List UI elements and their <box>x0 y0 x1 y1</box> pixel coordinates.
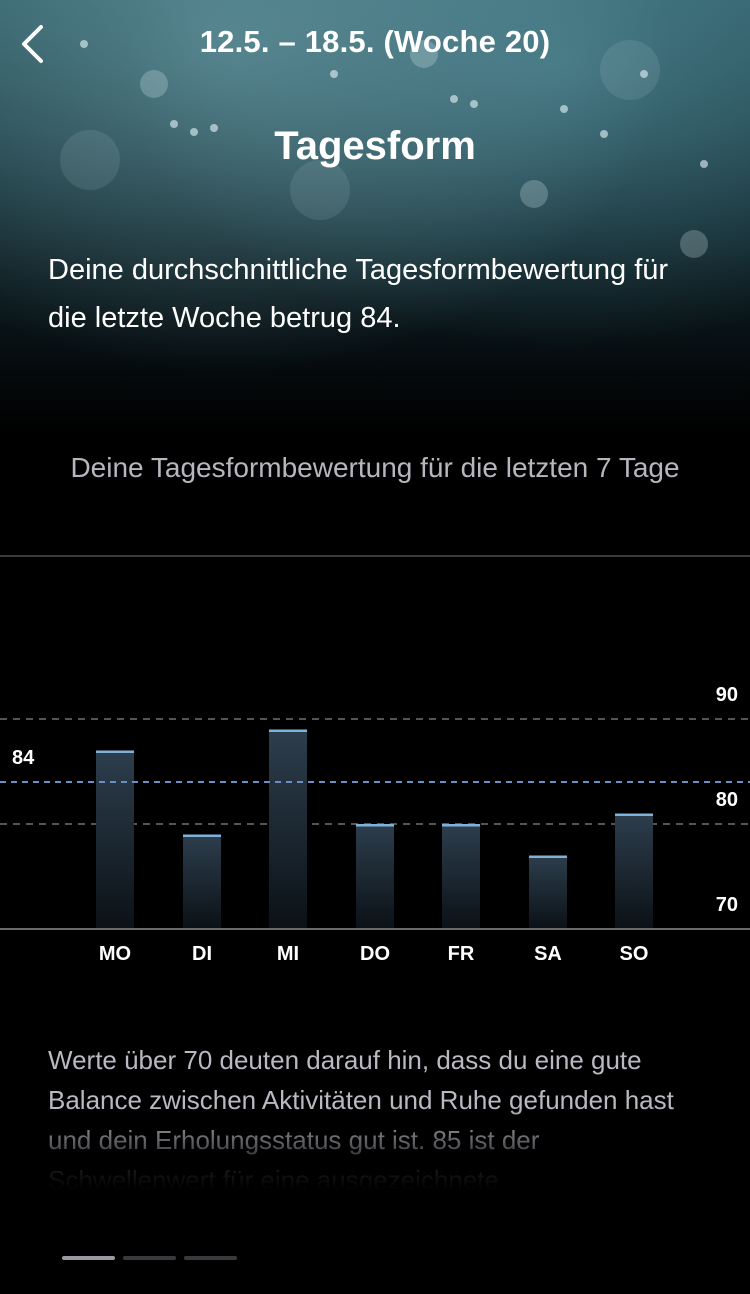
page-dot <box>123 1256 176 1260</box>
x-tick-label: MI <box>277 943 299 965</box>
bar-top-di <box>183 834 221 837</box>
daily-score-chart: MO DI MI DO FR SA SO 84 90 80 70 <box>0 540 750 980</box>
average-summary-text: Deine durchschnittliche Tagesformbewertu… <box>48 254 669 334</box>
back-button[interactable] <box>10 20 54 68</box>
bar-top-fr <box>442 824 480 827</box>
info-text: Werte über 70 deuten darauf hin, dass du… <box>48 1045 674 1190</box>
bar-top-do <box>356 824 394 827</box>
x-tick-label: FR <box>448 943 475 965</box>
bar-top-mi <box>269 729 307 732</box>
x-tick-label: DO <box>360 943 390 965</box>
daily-score-chart-svg: MO DI MI DO FR SA SO 84 90 80 70 <box>0 555 750 965</box>
x-tick-label: DI <box>192 943 212 965</box>
bar-do <box>356 824 394 929</box>
bar-di <box>183 834 221 929</box>
bar-mo <box>96 750 134 929</box>
week-range-title: 12.5. – 18.5. (Woche 20) <box>199 24 551 59</box>
page-dot <box>62 1256 115 1260</box>
bar-top-mo <box>96 750 134 753</box>
page-indicator <box>62 1256 237 1260</box>
bar-sa <box>529 855 567 929</box>
y-tick-label: 90 <box>716 684 738 706</box>
bar-mi <box>269 729 307 929</box>
page-title: Tagesform <box>274 124 476 168</box>
bar-top-so <box>615 813 653 816</box>
x-tick-label: SO <box>620 943 649 965</box>
average-label: 84 <box>12 747 35 769</box>
y-tick-label: 70 <box>716 894 738 916</box>
bar-top-sa <box>529 855 567 858</box>
x-tick-label: MO <box>99 943 131 965</box>
y-tick-label: 80 <box>716 789 738 811</box>
x-tick-label: SA <box>534 943 562 965</box>
header-background <box>0 0 750 430</box>
chevron-left-icon <box>22 25 43 63</box>
bar-so <box>615 813 653 929</box>
page-dot <box>184 1256 237 1260</box>
bar-fr <box>442 824 480 929</box>
chart-title: Deine Tagesformbewertung für die letzten… <box>70 452 680 483</box>
